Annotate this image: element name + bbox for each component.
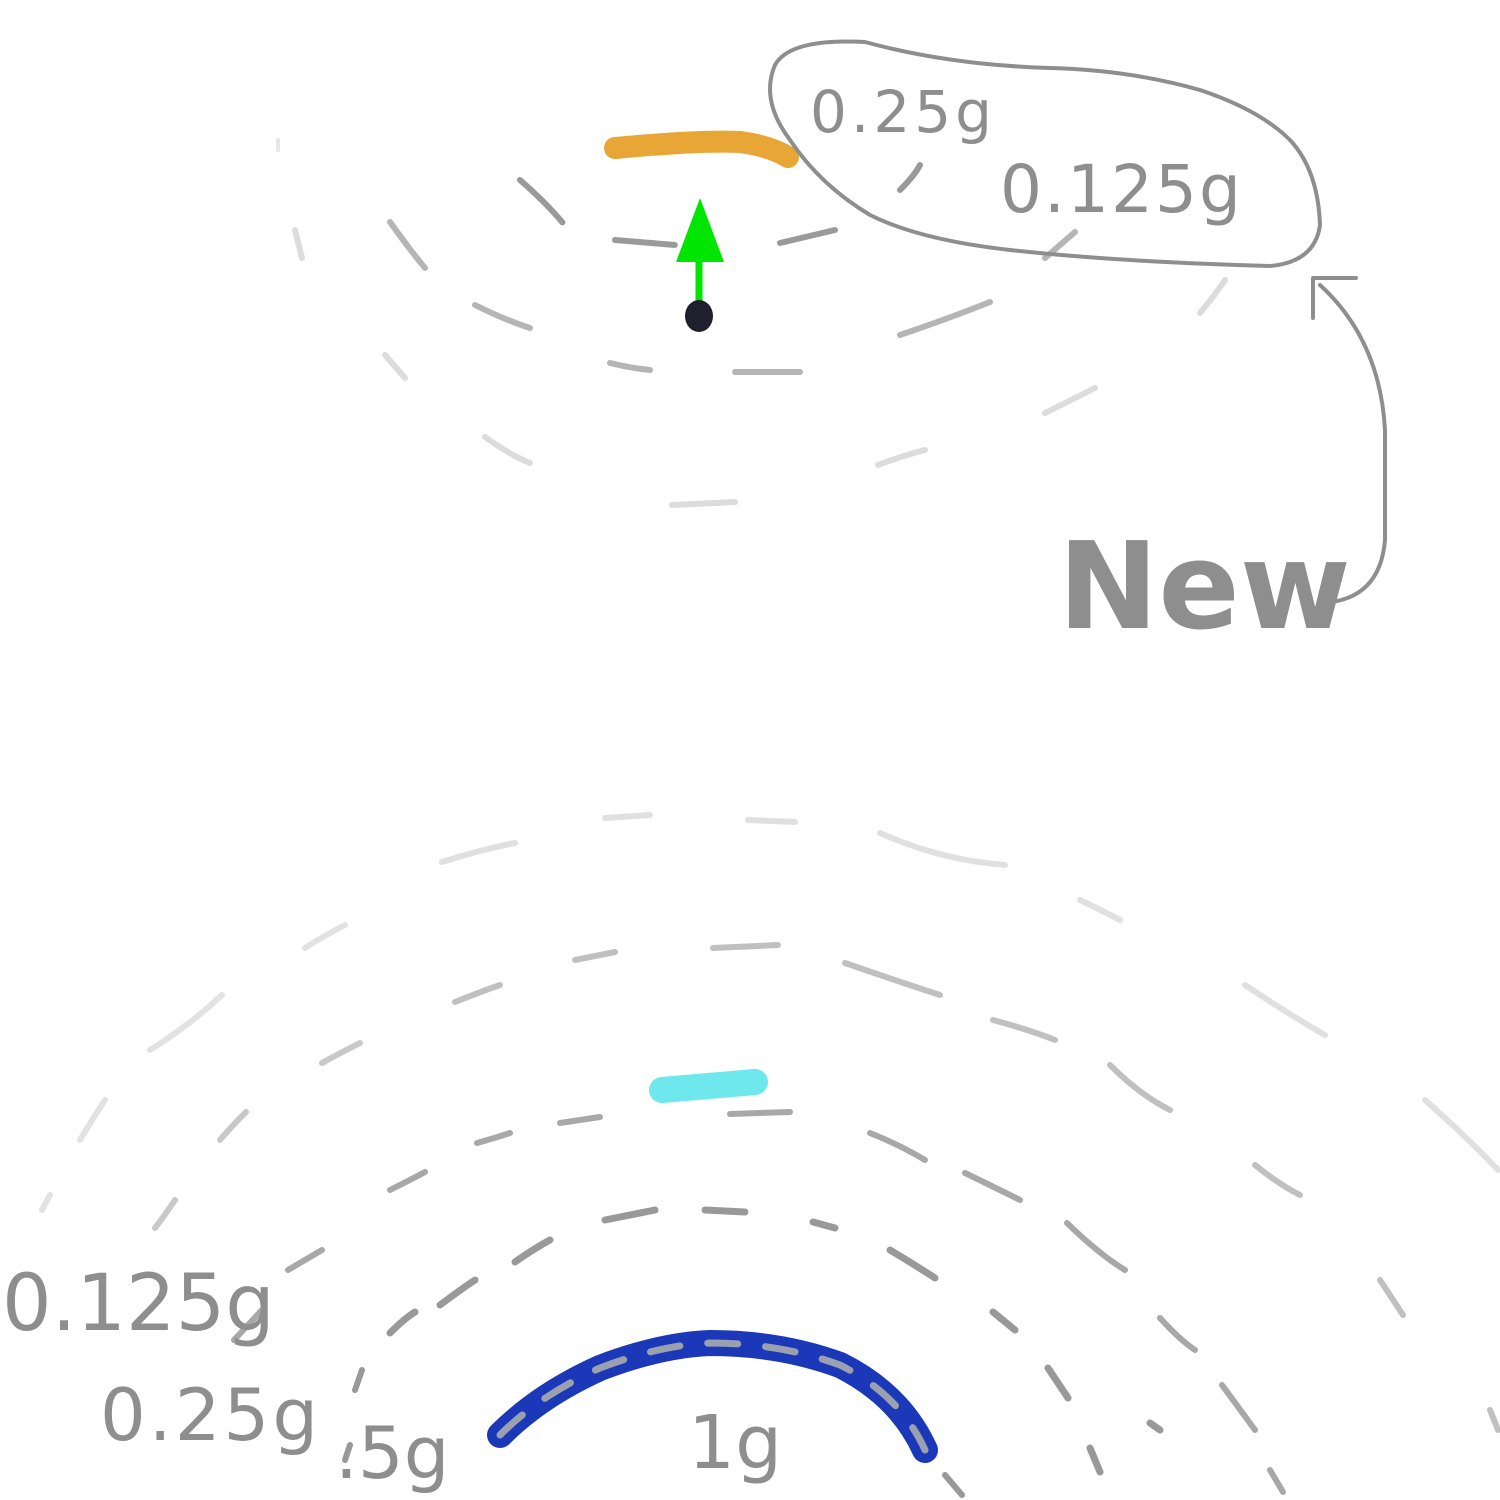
bottom-ring-second-left [231, 1247, 325, 1343]
top-ring-second [387, 219, 1078, 375]
new-tag: New [1058, 518, 1351, 657]
callout-label-0125: 0.125g [1000, 151, 1243, 228]
callout-label-025: 0.25g [810, 78, 996, 146]
top-ring-third [292, 227, 1228, 508]
bottom-ring-third-left [152, 1040, 363, 1231]
current-position-dot [685, 300, 713, 332]
one-g-arc-dashes [496, 1339, 929, 1454]
callout-bubble [768, 39, 1322, 268]
bottom-ring-second [387, 1109, 1286, 1495]
top-ring-inner [517, 162, 923, 248]
label-0125g: 0.125g [2, 1259, 275, 1349]
bottom-ring-inner-left [342, 1367, 365, 1463]
bottom-position-marker [649, 1069, 768, 1103]
bottom-ring-inner-right-tick [942, 1472, 965, 1498]
old-position-marker [604, 130, 799, 168]
bottom-rings [39, 812, 1500, 1498]
bottom-ring-inner [386, 1206, 1164, 1476]
callout-pointer-arrow [1318, 283, 1387, 605]
bottom-ring-outer-faint [439, 812, 1500, 1173]
direction-arrow-icon [676, 198, 724, 314]
label-05g: .5g [335, 1411, 449, 1495]
bottom-ring-third [452, 942, 1500, 1433]
callout-pointer-arrowhead [1311, 276, 1358, 320]
top-rings [276, 138, 1228, 508]
label-025g: 0.25g [100, 1373, 321, 1457]
bottom-ring-outer-left [39, 922, 348, 1213]
label-1g: 1g [688, 1400, 782, 1486]
